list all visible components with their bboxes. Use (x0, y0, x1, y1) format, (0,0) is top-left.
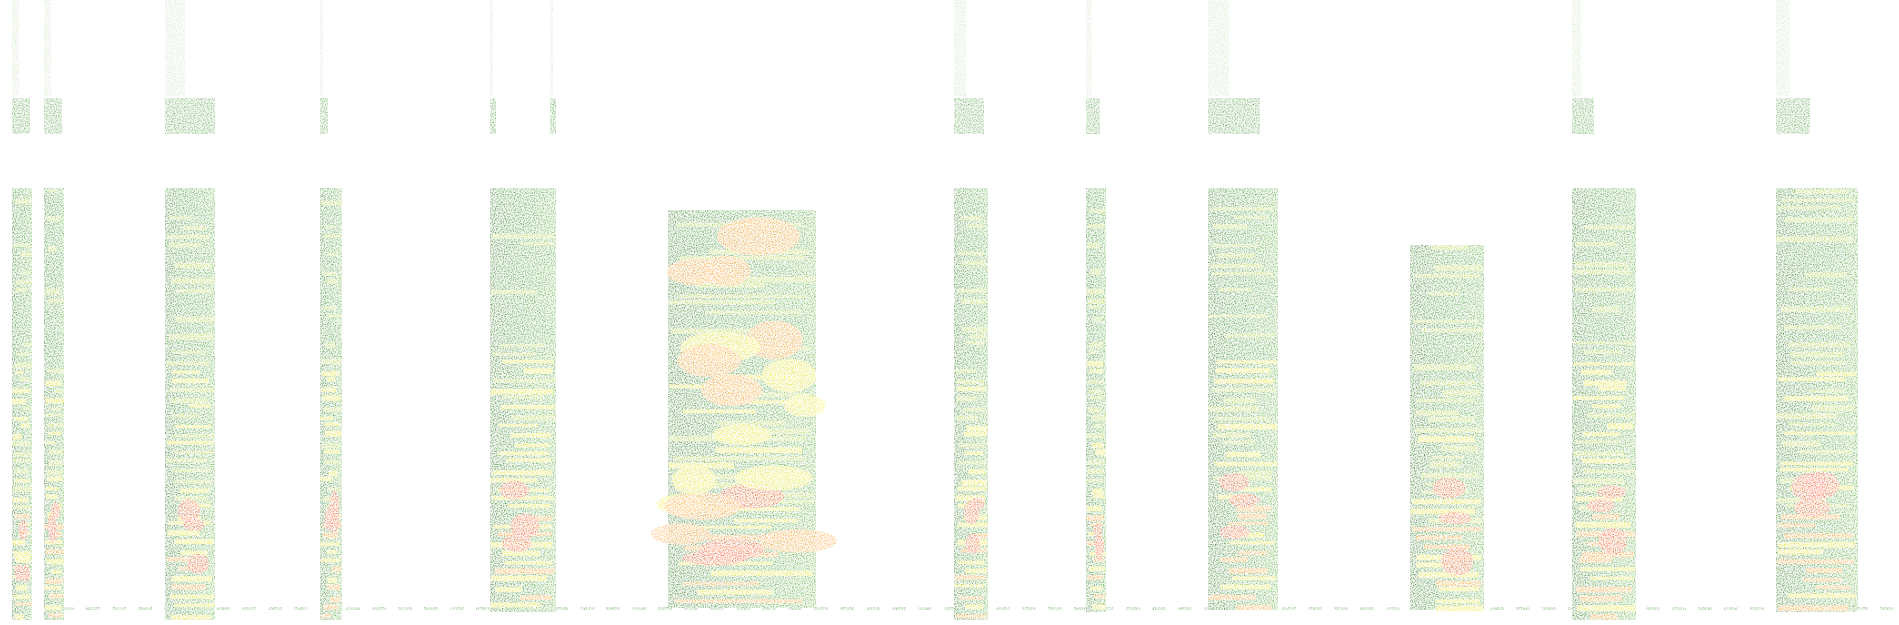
segment-04 (320, 188, 342, 620)
upper-band-9 (1208, 0, 1260, 134)
upper-band-8 (1086, 0, 1100, 134)
upper-band-5 (490, 0, 496, 134)
segment-10 (1410, 245, 1484, 612)
upper-band-10 (1572, 0, 1594, 134)
upper-band-3 (165, 0, 215, 134)
segment-12 (1776, 188, 1858, 612)
segment-07 (954, 188, 988, 620)
upper-band-4 (320, 0, 328, 134)
segment-03 (165, 188, 215, 620)
segment-01 (12, 188, 32, 620)
upper-band-11 (1776, 0, 1810, 134)
segment-02 (44, 188, 64, 620)
upper-band-2 (44, 0, 62, 134)
segment-09 (1208, 188, 1278, 610)
upper-band-6 (550, 0, 556, 134)
segment-05 (490, 188, 556, 612)
upper-band-7 (954, 0, 984, 134)
segment-11 (1572, 188, 1636, 620)
segment-08 (1086, 188, 1106, 612)
segment-13 (650, 217, 838, 553)
upper-band-1 (12, 0, 30, 134)
